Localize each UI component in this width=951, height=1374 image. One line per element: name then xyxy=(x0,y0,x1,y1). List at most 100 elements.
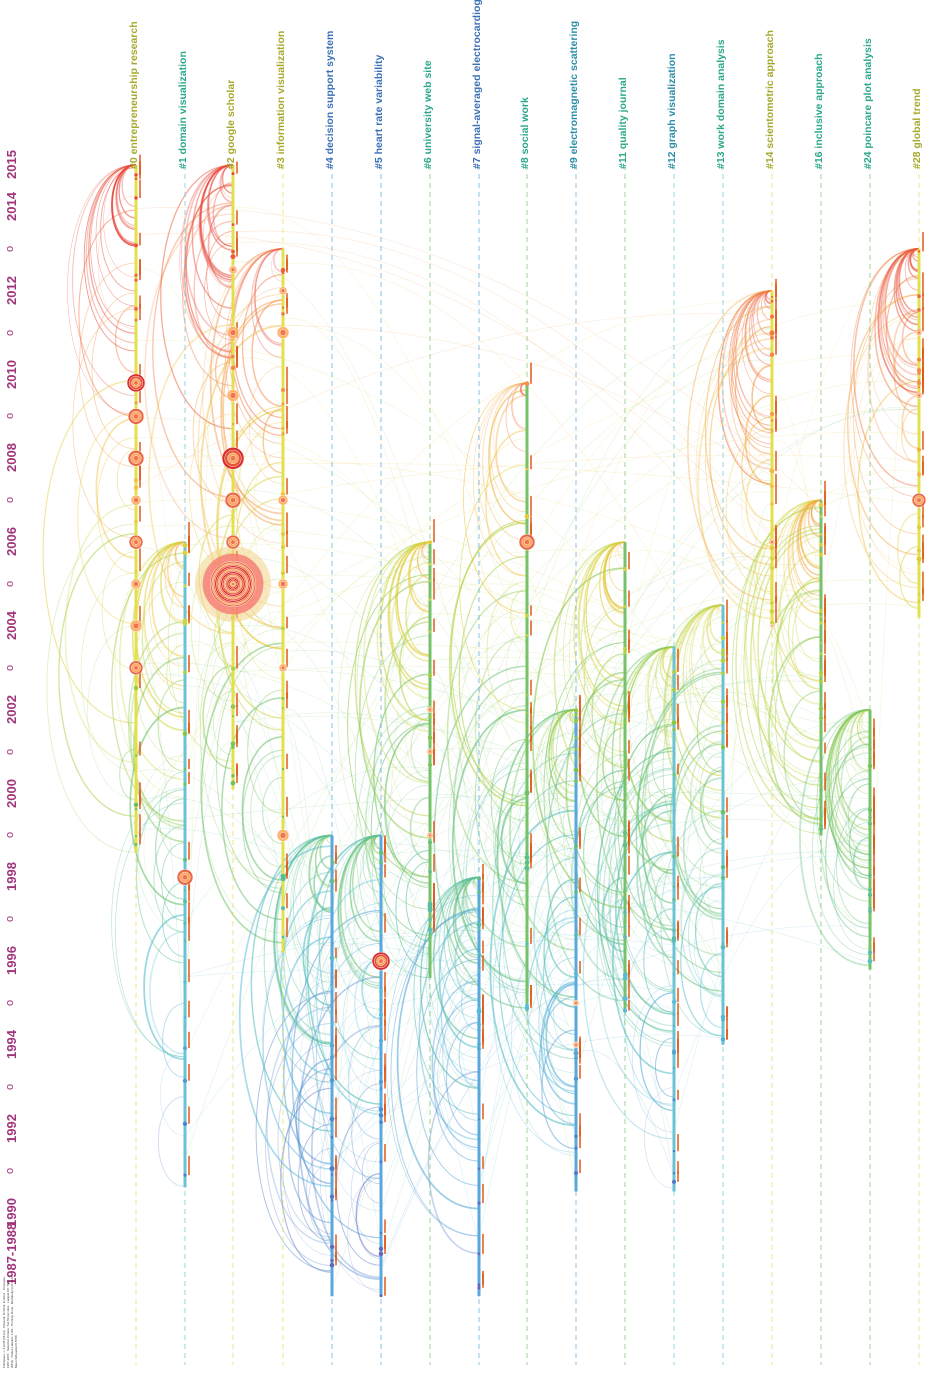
reference-node[interactable] xyxy=(623,720,627,724)
reference-node[interactable] xyxy=(623,605,627,608)
reference-node[interactable] xyxy=(672,1098,676,1102)
reference-node[interactable] xyxy=(720,658,726,664)
reference-node[interactable] xyxy=(231,354,235,359)
reference-node[interactable] xyxy=(819,515,823,518)
reference-node[interactable] xyxy=(183,730,187,734)
reference-node[interactable] xyxy=(720,864,726,870)
reference-node[interactable] xyxy=(770,566,774,571)
hub-node[interactable] xyxy=(228,265,238,274)
hub-node[interactable] xyxy=(130,578,142,590)
reference-node[interactable] xyxy=(429,764,431,767)
reference-node[interactable] xyxy=(134,196,138,200)
reference-node[interactable] xyxy=(477,1286,481,1290)
reference-node[interactable] xyxy=(623,911,627,915)
reference-node[interactable] xyxy=(721,671,725,676)
reference-node[interactable] xyxy=(623,925,627,929)
reference-node[interactable] xyxy=(182,542,188,548)
reference-node[interactable] xyxy=(231,666,235,671)
reference-node[interactable] xyxy=(721,1037,725,1042)
reference-node[interactable] xyxy=(917,474,921,477)
reference-node[interactable] xyxy=(329,1194,335,1199)
hub-node[interactable] xyxy=(915,329,923,336)
reference-node[interactable] xyxy=(330,1021,334,1025)
reference-node[interactable] xyxy=(183,899,187,904)
reference-node[interactable] xyxy=(672,669,676,674)
reference-node[interactable] xyxy=(182,620,188,626)
reference-node[interactable] xyxy=(330,1173,334,1176)
reference-node[interactable] xyxy=(427,735,433,740)
reference-node[interactable] xyxy=(477,890,481,895)
reference-node[interactable] xyxy=(672,727,676,732)
hub-node[interactable] xyxy=(128,660,144,676)
reference-node[interactable] xyxy=(477,969,481,973)
hub-node[interactable] xyxy=(129,619,143,633)
reference-node[interactable] xyxy=(917,561,921,565)
reference-node[interactable] xyxy=(524,381,530,387)
reference-node[interactable] xyxy=(280,906,286,911)
reference-node[interactable] xyxy=(134,273,138,277)
reference-node[interactable] xyxy=(281,767,285,771)
reference-node[interactable] xyxy=(917,516,921,519)
reference-node[interactable] xyxy=(477,1007,481,1012)
reference-node[interactable] xyxy=(524,1005,530,1011)
reference-node[interactable] xyxy=(330,1013,334,1017)
hub-node[interactable] xyxy=(426,706,434,713)
reference-node[interactable] xyxy=(134,318,138,322)
reference-node[interactable] xyxy=(867,821,873,827)
reference-node[interactable] xyxy=(134,807,138,811)
reference-node[interactable] xyxy=(868,842,872,845)
reference-node[interactable] xyxy=(524,514,530,519)
reference-node[interactable] xyxy=(916,447,922,452)
reference-node[interactable] xyxy=(281,545,285,550)
reference-node[interactable] xyxy=(524,860,530,866)
reference-node[interactable] xyxy=(478,903,480,906)
reference-node[interactable] xyxy=(672,773,676,776)
reference-node[interactable] xyxy=(525,749,529,753)
reference-node[interactable] xyxy=(379,876,383,879)
reference-node[interactable] xyxy=(280,267,286,273)
hub-node[interactable] xyxy=(126,373,146,393)
reference-node[interactable] xyxy=(330,987,334,990)
reference-node[interactable] xyxy=(183,584,187,588)
reference-node[interactable] xyxy=(917,371,921,375)
reference-node[interactable] xyxy=(427,906,433,911)
reference-node[interactable] xyxy=(281,387,285,392)
reference-node[interactable] xyxy=(770,418,774,422)
reference-node[interactable] xyxy=(819,542,823,547)
reference-node[interactable] xyxy=(183,670,187,675)
reference-node[interactable] xyxy=(524,865,530,871)
reference-node[interactable] xyxy=(477,1038,481,1042)
reference-node[interactable] xyxy=(721,705,725,709)
reference-node[interactable] xyxy=(770,335,774,340)
reference-node[interactable] xyxy=(720,944,726,950)
reference-node[interactable] xyxy=(672,885,676,889)
reference-node[interactable] xyxy=(477,1252,481,1256)
reference-node[interactable] xyxy=(672,854,676,859)
reference-node[interactable] xyxy=(525,851,529,856)
reference-node[interactable] xyxy=(573,1170,579,1176)
reference-node[interactable] xyxy=(917,385,921,389)
reference-node[interactable] xyxy=(721,720,725,725)
reference-node[interactable] xyxy=(280,571,286,576)
reference-node[interactable] xyxy=(720,635,726,641)
reference-node[interactable] xyxy=(868,767,872,771)
reference-node[interactable] xyxy=(183,1173,187,1177)
reference-node[interactable] xyxy=(623,651,627,655)
reference-node[interactable] xyxy=(574,779,578,784)
hub-node[interactable] xyxy=(277,494,289,506)
reference-node[interactable] xyxy=(183,550,187,554)
reference-node[interactable] xyxy=(525,613,529,618)
reference-node[interactable] xyxy=(916,368,922,373)
reference-node[interactable] xyxy=(770,502,774,506)
reference-node[interactable] xyxy=(819,608,823,613)
reference-node[interactable] xyxy=(379,995,383,1000)
reference-node[interactable] xyxy=(917,250,921,253)
reference-node[interactable] xyxy=(428,714,432,719)
reference-node[interactable] xyxy=(134,401,138,405)
reference-node[interactable] xyxy=(379,1294,383,1298)
reference-node[interactable] xyxy=(281,935,285,939)
reference-node[interactable] xyxy=(574,713,578,717)
reference-node[interactable] xyxy=(868,846,872,850)
reference-node[interactable] xyxy=(134,569,138,573)
reference-node[interactable] xyxy=(183,921,187,926)
